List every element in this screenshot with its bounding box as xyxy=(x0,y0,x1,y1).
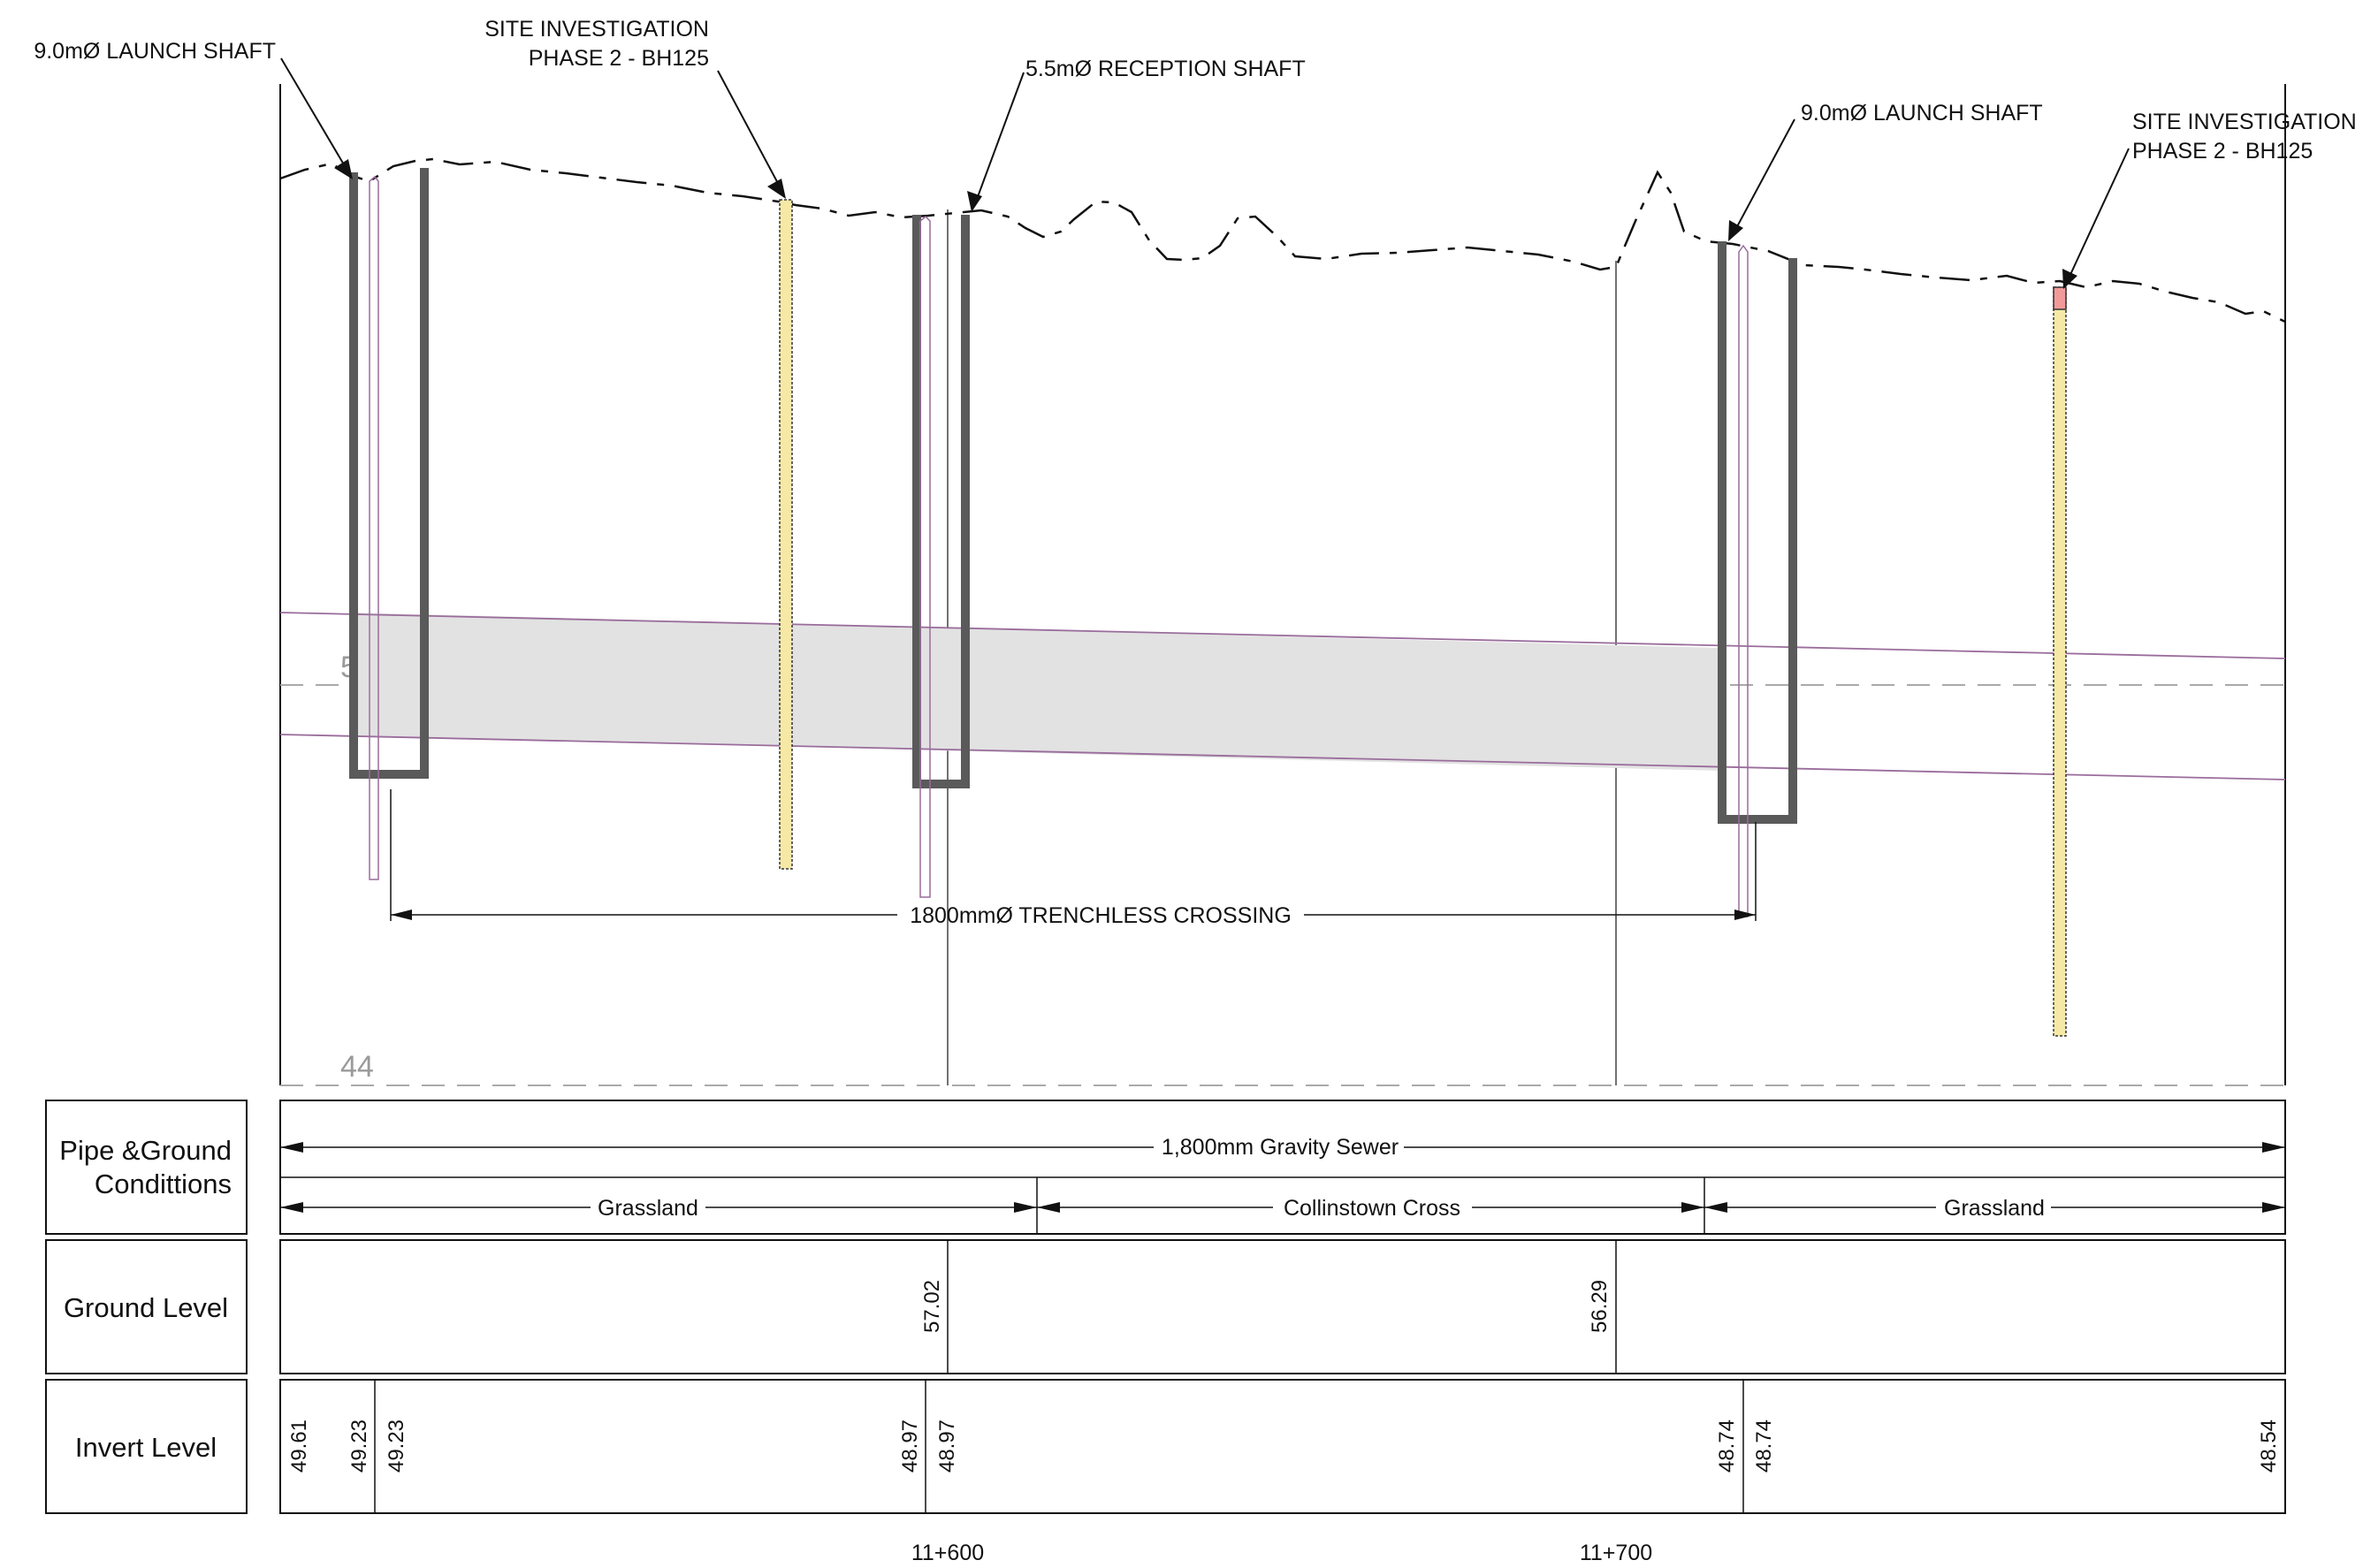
reception-shaft xyxy=(912,215,970,898)
pipe-description-dimension xyxy=(280,1142,2285,1153)
segment-grassland-left: Grassland xyxy=(598,1196,698,1221)
invert-level: 48.54 xyxy=(2257,1420,2281,1473)
launch-shaft-left xyxy=(349,168,429,921)
label-launch-shaft-left: 9.0mØ LAUNCH SHAFT xyxy=(34,39,276,64)
row-label-box-pipe-ground xyxy=(45,1100,248,1235)
borehole-right xyxy=(2053,286,2067,1037)
leader-reception-shaft xyxy=(967,72,1025,212)
segment-dimensions xyxy=(280,1202,2285,1213)
label-launch-shaft-right: 9.0mØ LAUNCH SHAFT xyxy=(1801,101,2043,126)
pipe-description: 1,800mm Gravity Sewer xyxy=(1162,1135,1399,1160)
ground-level-11700: 56.29 xyxy=(1588,1280,1612,1333)
segment-collinstown-cross: Collinstown Cross xyxy=(1284,1196,1460,1221)
launch-shaft-right xyxy=(1718,241,1797,921)
ground-level-11600: 57.02 xyxy=(920,1280,944,1333)
invert-level: 49.61 xyxy=(287,1420,311,1473)
row-label-box-ground-level xyxy=(45,1239,248,1374)
invert-level: 48.74 xyxy=(1715,1420,1739,1473)
invert-level: 48.97 xyxy=(898,1420,922,1473)
label-si-right-line2: PHASE 2 - BH125 xyxy=(2132,139,2313,164)
datum-44-label: 44 xyxy=(340,1050,374,1084)
existing-ground-profile xyxy=(279,157,2286,323)
invert-level: 49.23 xyxy=(385,1420,408,1473)
invert-level: 48.74 xyxy=(1752,1420,1776,1473)
row-box-ground-level xyxy=(279,1239,2286,1374)
row-label-pipe-ground-line2: Condittions xyxy=(95,1168,232,1199)
row-box-invert-level xyxy=(279,1379,2286,1514)
crossing-dimension xyxy=(391,910,1756,920)
leader-launch-shaft-left xyxy=(280,57,353,179)
leader-launch-shaft-right xyxy=(1728,118,1795,241)
trenchless-pipe-crossing xyxy=(354,613,1721,771)
chainage-11700: 11+700 xyxy=(1580,1541,1652,1565)
label-reception-shaft: 5.5mØ RECEPTION SHAFT xyxy=(1025,57,1306,81)
invert-level: 49.23 xyxy=(347,1420,371,1473)
pipe-invert-line xyxy=(279,734,2286,780)
label-si-right-line1: SITE INVESTIGATION xyxy=(2132,110,2357,134)
row-box-pipe-ground xyxy=(279,1100,2286,1235)
segment-grassland-right: Grassland xyxy=(1944,1196,2045,1221)
label-trenchless-crossing: 1800mmØ TRENCHLESS CROSSING xyxy=(910,903,1292,928)
invert-level: 48.97 xyxy=(935,1420,959,1473)
row-label-pipe-ground-line1: Pipe &Ground xyxy=(59,1135,232,1166)
pipe-crown-line xyxy=(279,612,2286,659)
leader-si-right xyxy=(2062,148,2130,289)
leader-si-left xyxy=(717,70,786,199)
borehole-left xyxy=(779,199,793,870)
row-label-box-invert-level xyxy=(45,1379,248,1514)
chainage-11600: 11+600 xyxy=(911,1541,984,1565)
label-si-left-line2: PHASE 2 - BH125 xyxy=(529,46,709,71)
label-si-left-line1: SITE INVESTIGATION xyxy=(484,17,709,42)
row-label-ground-level: Ground Level xyxy=(64,1292,228,1323)
row-label-invert-level: Invert Level xyxy=(75,1432,217,1463)
